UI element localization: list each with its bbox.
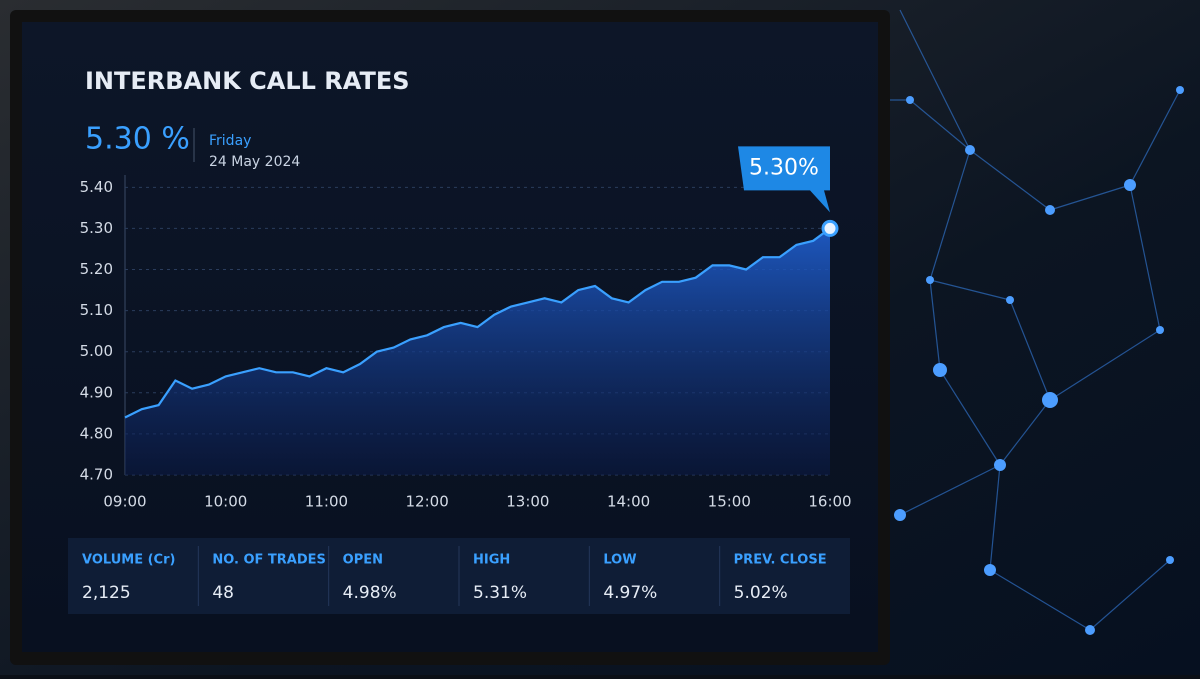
x-tick-label: 15:00 bbox=[708, 493, 751, 511]
area bbox=[125, 228, 830, 475]
stat-value: 4.98% bbox=[343, 583, 397, 603]
stat-label: OPEN bbox=[343, 553, 383, 568]
callout-label: 5.30% bbox=[749, 155, 819, 180]
stat-value: 4.97% bbox=[603, 583, 657, 603]
stat-value: 5.02% bbox=[734, 583, 788, 603]
x-tick-label: 10:00 bbox=[204, 493, 247, 511]
x-tick-label: 12:00 bbox=[406, 493, 449, 511]
y-tick-label: 5.20 bbox=[80, 260, 113, 278]
y-tick-label: 5.30 bbox=[80, 219, 113, 237]
end-marker bbox=[821, 219, 839, 237]
title: INTERBANK CALL RATES bbox=[85, 67, 410, 95]
network-nodes bbox=[894, 86, 1184, 635]
y-tick-label: 4.90 bbox=[80, 383, 113, 401]
stat-label: HIGH bbox=[473, 553, 510, 568]
stat-label: VOLUME (Cr) bbox=[82, 553, 175, 568]
y-tick-label: 5.40 bbox=[80, 178, 113, 196]
line bbox=[124, 227, 831, 419]
y-tick-label: 4.80 bbox=[80, 424, 113, 442]
x-tick-label: 14:00 bbox=[607, 493, 650, 511]
x-tick-label: 11:00 bbox=[305, 493, 348, 511]
stat-value: 5.31% bbox=[473, 583, 527, 603]
y-tick-label: 4.70 bbox=[80, 466, 113, 484]
stat-label: NO. OF TRADES bbox=[212, 553, 326, 568]
date: 24 May 2024 bbox=[209, 154, 300, 170]
network-decoration bbox=[830, 9, 1181, 631]
stat-value: 2,125 bbox=[82, 583, 131, 603]
callout-box bbox=[738, 146, 830, 213]
stat-label: PREV. CLOSE bbox=[734, 553, 827, 568]
stat-label: LOW bbox=[603, 553, 636, 568]
y-tick-label: 5.10 bbox=[80, 301, 113, 319]
y-tick-label: 5.00 bbox=[80, 342, 113, 360]
x-tick-label: 09:00 bbox=[103, 493, 146, 511]
x-tick-label: 16:00 bbox=[808, 493, 851, 511]
x-tick-label: 13:00 bbox=[506, 493, 549, 511]
headline-rate: 5.30 % bbox=[85, 122, 190, 157]
stat-value: 48 bbox=[212, 583, 234, 603]
day: Friday bbox=[209, 133, 251, 149]
